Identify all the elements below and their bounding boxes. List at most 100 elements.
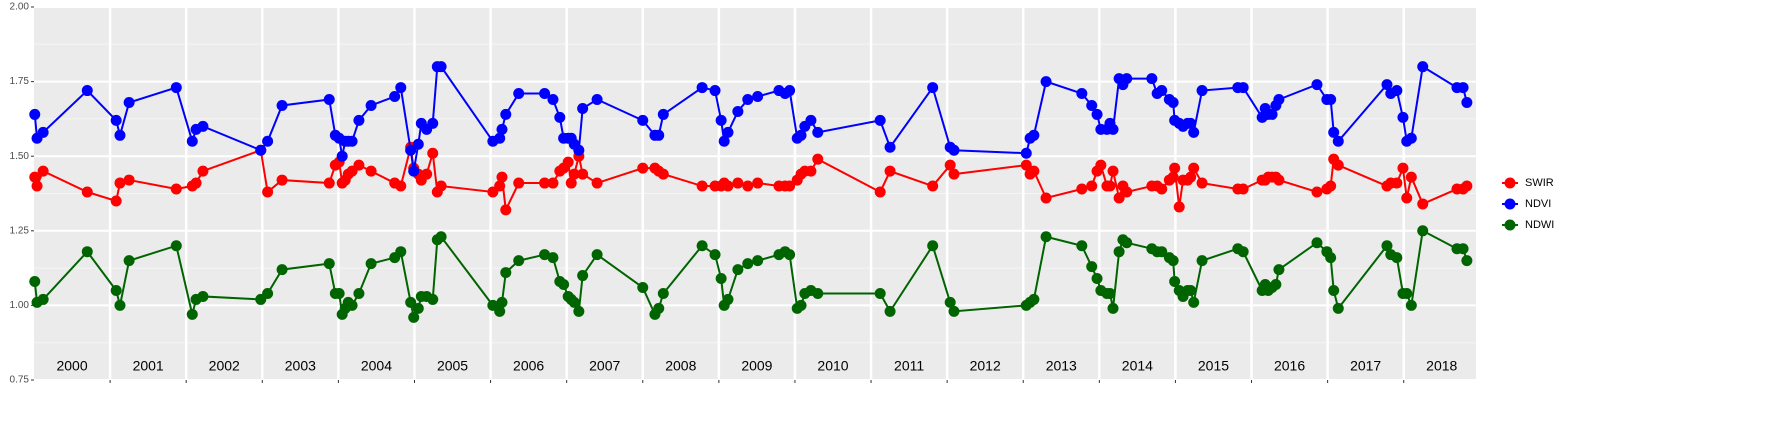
data-point (427, 293, 439, 305)
data-point (1405, 171, 1417, 183)
data-point (197, 290, 209, 302)
data-point (496, 171, 508, 183)
data-point (1107, 165, 1119, 177)
data-point (1332, 159, 1344, 171)
y-tick-label: 1.25 (10, 225, 30, 236)
data-point (412, 138, 424, 150)
data-point (1237, 246, 1249, 258)
data-point (1156, 183, 1168, 195)
data-point (696, 82, 708, 94)
data-point (353, 114, 365, 126)
data-point (123, 255, 135, 267)
data-point (1188, 296, 1200, 308)
data-point (29, 171, 41, 183)
data-point (1169, 162, 1181, 174)
data-point (1104, 180, 1116, 192)
data-point (742, 258, 754, 270)
data-point (795, 129, 807, 141)
data-point (1121, 237, 1133, 249)
data-point (784, 85, 796, 97)
data-point (1091, 273, 1103, 285)
data-point (262, 135, 274, 147)
data-point (197, 165, 209, 177)
data-point (948, 305, 960, 317)
data-point (389, 91, 401, 103)
data-point (1273, 264, 1285, 276)
data-point (494, 180, 506, 192)
data-point (1266, 108, 1278, 120)
data-point (637, 281, 649, 293)
data-point (123, 96, 135, 108)
data-point (1028, 129, 1040, 141)
data-point (323, 94, 335, 106)
data-point (1113, 192, 1125, 204)
data-point (1040, 231, 1052, 243)
data-point (365, 165, 377, 177)
data-point (1169, 276, 1181, 288)
year-label: 2001 (133, 358, 164, 374)
data-point (427, 117, 439, 129)
data-point (944, 296, 956, 308)
data-point (696, 180, 708, 192)
data-point (1461, 96, 1473, 108)
data-point (412, 302, 424, 314)
data-point (742, 180, 754, 192)
data-point (353, 287, 365, 299)
data-point (1401, 287, 1413, 299)
data-point (752, 91, 764, 103)
data-point (262, 186, 274, 198)
data-point (1121, 73, 1133, 85)
data-point (395, 246, 407, 258)
data-point (565, 177, 577, 189)
data-point (395, 180, 407, 192)
data-point (1325, 180, 1337, 192)
data-point (732, 105, 744, 117)
data-point (1121, 186, 1133, 198)
data-point (1417, 198, 1429, 210)
data-point (547, 177, 559, 189)
data-point (170, 183, 182, 195)
y-tick-label: 1.50 (10, 151, 30, 162)
data-point (637, 162, 649, 174)
data-point (1391, 85, 1403, 97)
data-point (1325, 252, 1337, 264)
data-point (577, 102, 589, 114)
year-label: 2009 (741, 358, 772, 374)
year-label: 2016 (1274, 358, 1305, 374)
data-point (1457, 82, 1469, 94)
data-point (1040, 192, 1052, 204)
data-point (333, 287, 345, 299)
data-point (1188, 162, 1200, 174)
data-point (421, 168, 433, 180)
data-point (577, 168, 589, 180)
data-point (81, 186, 93, 198)
data-point (1076, 183, 1088, 195)
data-point (1028, 165, 1040, 177)
data-point (752, 255, 764, 267)
data-point (1328, 284, 1340, 296)
data-point (1397, 162, 1409, 174)
year-label: 2011 (894, 358, 924, 374)
data-point (365, 258, 377, 270)
data-point (1405, 299, 1417, 311)
data-point (1086, 261, 1098, 273)
data-point (805, 114, 817, 126)
data-point (884, 165, 896, 177)
data-point (1311, 79, 1323, 91)
data-point (577, 270, 589, 282)
data-point (1461, 255, 1473, 267)
y-tick-label: 1.75 (10, 76, 30, 87)
data-point (657, 287, 669, 299)
data-point (1196, 85, 1208, 97)
data-point (405, 144, 417, 156)
data-point (948, 168, 960, 180)
data-point (1113, 246, 1125, 258)
data-point (1397, 111, 1409, 123)
year-label: 2015 (1198, 358, 1229, 374)
data-point (353, 159, 365, 171)
data-point (732, 177, 744, 189)
data-point (795, 299, 807, 311)
data-point (1311, 237, 1323, 249)
data-point (1185, 171, 1197, 183)
